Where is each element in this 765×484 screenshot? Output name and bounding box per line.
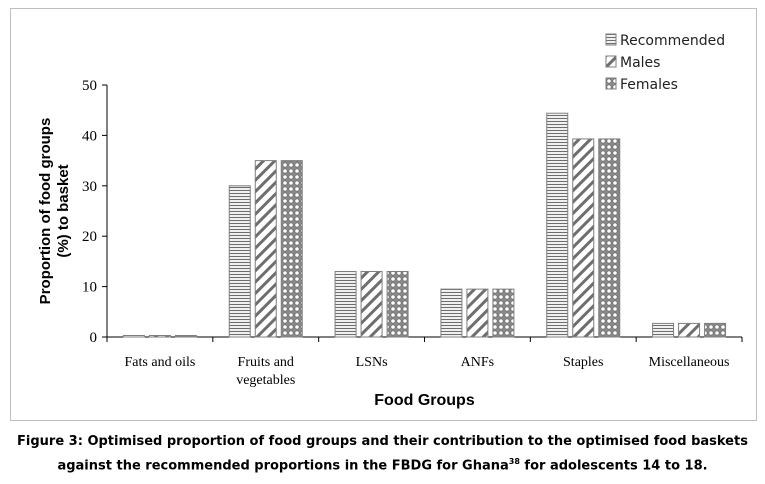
bar-females: [386, 270, 409, 338]
bar-females: [174, 334, 197, 338]
bar-males: [148, 334, 171, 338]
bar-females: [280, 160, 303, 338]
legend-label: Females: [620, 77, 678, 93]
bar-males: [466, 288, 489, 338]
bar-females: [492, 288, 515, 338]
x-tick-label: Miscellaneous: [649, 355, 730, 370]
bar-males: [254, 160, 277, 338]
caption-line-1: Figure 3: Optimised proportion of food g…: [17, 434, 748, 449]
bar-males: [678, 322, 701, 338]
y-tick-label: 40: [82, 128, 97, 144]
bar-recommended: [440, 288, 463, 338]
x-tick-label: Fats and oils: [125, 355, 196, 370]
caption-line-2: against the recommended proportions in t…: [57, 457, 708, 474]
y-axis-title: Proportion of food groups(%) to basket: [37, 118, 72, 305]
bar-recommended: [652, 322, 675, 338]
x-axis-title: Food Groups: [374, 392, 475, 409]
bar-males: [572, 138, 595, 338]
x-tick-label: Staples: [563, 355, 603, 370]
chart-frame: [10, 8, 757, 421]
figure-caption: Figure 3: Optimised proportion of food g…: [0, 432, 765, 476]
bar-females: [598, 138, 621, 338]
y-tick-label: 30: [82, 179, 97, 195]
bar-recommended: [122, 334, 145, 338]
legend-label: Males: [620, 55, 660, 71]
bar-recommended: [334, 270, 357, 338]
x-tick-label: LSNs: [356, 355, 388, 370]
y-tick-label: 50: [82, 78, 97, 94]
bar-males: [360, 270, 383, 338]
x-tick-label: Fruits and: [238, 355, 294, 370]
y-tick-label: 0: [90, 330, 98, 346]
bar-recommended: [546, 112, 569, 338]
legend-swatch: [605, 33, 617, 46]
bar-recommended: [228, 185, 251, 338]
bar-females: [704, 322, 727, 338]
x-tick-label: vegetables: [236, 373, 295, 388]
y-tick-label: 10: [82, 280, 97, 296]
legend-swatch: [605, 55, 617, 68]
legend-swatch: [605, 77, 617, 90]
x-tick-label: ANFs: [461, 355, 494, 370]
bar-chart: 0 10 20 30 40 50 Fats and oils Fruits and vegeta…: [37, 33, 743, 409]
y-tick-label: 20: [82, 229, 97, 245]
legend-label: Recommended: [620, 33, 725, 49]
